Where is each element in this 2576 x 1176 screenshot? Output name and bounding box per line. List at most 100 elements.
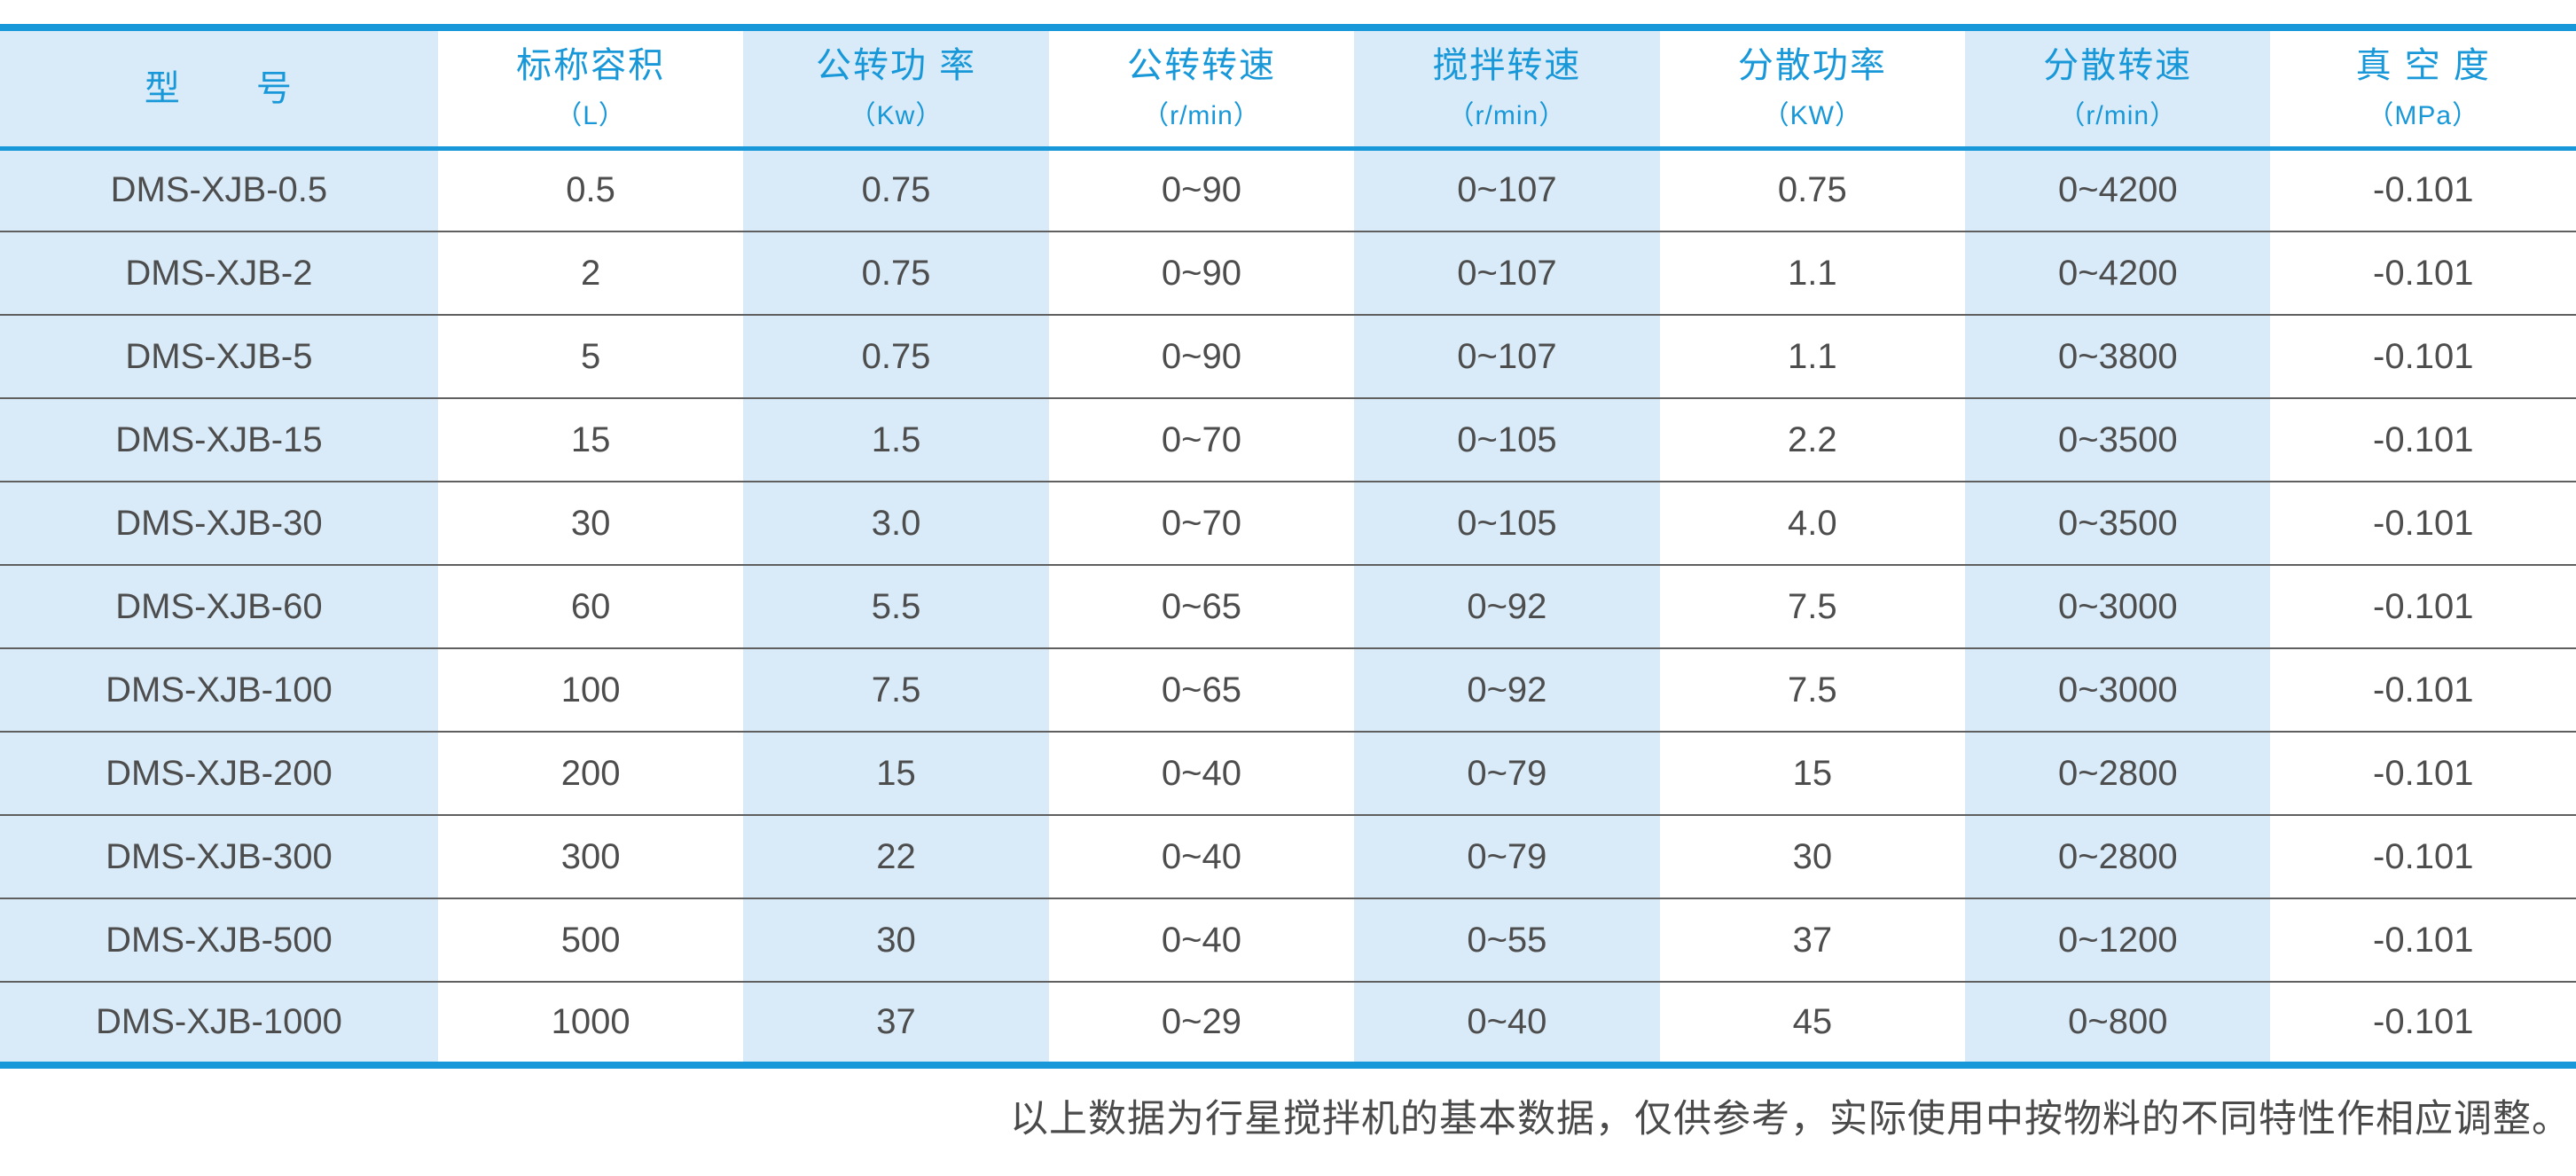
value-cell: 200 (437, 731, 744, 815)
header-row: 型 号 标称容积 （L） 公转功 率 （Kw） 公转转速 （r/min） 搅拌转速 （r/min… (0, 27, 2576, 151)
column-header-2: 公转功 率 （Kw） (743, 27, 1049, 151)
value-cell: 0~90 (1048, 314, 1355, 398)
value-cell: 30 (437, 481, 744, 565)
value-cell: 15 (437, 397, 744, 482)
value-cell: -0.101 (2270, 981, 2576, 1065)
value-cell: -0.101 (2270, 814, 2576, 898)
value-cell: 0~29 (1048, 981, 1355, 1065)
value-cell: 0~92 (1354, 647, 1660, 732)
column-header-unit: （r/min） (1447, 100, 1567, 130)
value-cell: 0~3000 (1965, 564, 2271, 648)
model-cell: DMS-XJB-300 (0, 814, 438, 898)
table-row: DMS-XJB-2 2 0.75 0~90 0~107 1.1 0~4200 -0.101 (0, 231, 2576, 315)
value-cell: 60 (437, 564, 744, 648)
model-cell: DMS-XJB-5 (0, 314, 438, 398)
column-header-6: 分散转速 （r/min） (1965, 27, 2271, 151)
value-cell: -0.101 (2373, 170, 2474, 210)
value-cell: 0.75 (743, 231, 1049, 315)
value-cell: -0.101 (2270, 731, 2576, 815)
page: 型 号 标称容积 （L） 公转功 率 （Kw） 公转转速 （r/min） 搅拌转速 （r/min… (0, 24, 2576, 1176)
value-cell: -0.101 (2270, 314, 2576, 398)
value-cell: 5.5 (743, 564, 1049, 648)
value-cell: 0~4200 (1965, 231, 2271, 315)
value-cell: 7.5 (743, 647, 1049, 732)
model-cell: DMS-XJB-500 (0, 898, 438, 982)
column-header-unit: （MPa） (2367, 100, 2480, 130)
value-cell: -0.101 (2270, 397, 2576, 482)
value-cell: -0.101 (2270, 231, 2576, 315)
column-header-unit: （L） (555, 100, 626, 130)
model-cell: DMS-XJB-1000 (0, 981, 438, 1065)
value-cell: 45 (1659, 981, 1966, 1065)
value-cell: 2 (437, 231, 744, 315)
model-cell: DMS-XJB-100 (0, 647, 438, 732)
value-cell: -0.101 (2270, 647, 2576, 732)
value-cell: 0~3800 (1965, 314, 2271, 398)
column-header-4: 搅拌转速 （r/min） (1354, 27, 1660, 151)
value-cell: 0~107 (1354, 314, 1660, 398)
model-cell: DMS-XJB-2 (0, 231, 438, 315)
value-cell: 0~65 (1048, 564, 1355, 648)
table-row: DMS-XJB-0.5 0.5 0.75 0~90 0~107 0.75 0~4200 -0.… (0, 148, 2576, 231)
value-cell: 3.0 (743, 481, 1049, 565)
column-header-label: 公转转速 (1126, 45, 1276, 85)
column-header-label: 搅拌转速 (1432, 45, 1582, 85)
table-row: DMS-XJB-1000 1000 37 0~29 0~40 45 0~800 -0.101 (0, 981, 2576, 1065)
value-cell: 0~55 (1354, 898, 1660, 982)
value-cell: 0~1200 (1965, 898, 2271, 982)
table-row: DMS-XJB-200 200 15 0~40 0~79 15 0~2800 -0.101 (0, 731, 2576, 815)
table-row: DMS-XJB-60 60 5.5 0~65 0~92 7.5 0~3000 -0.101 (0, 564, 2576, 648)
value-cell: 0~2800 (1965, 814, 2271, 898)
value-cell: 30 (1659, 814, 1966, 898)
value-cell: 0.75 (861, 170, 931, 210)
value-cell: 300 (437, 814, 744, 898)
column-header-0: 型 号 (0, 27, 438, 151)
value-cell: 0~40 (1354, 981, 1660, 1065)
column-header-unit: （r/min） (2058, 100, 2178, 130)
value-cell: 0.75 (743, 314, 1049, 398)
value-cell: 0~90 (1161, 170, 1241, 210)
model-cell: DMS-XJB-200 (0, 731, 438, 815)
value-cell: 7.5 (1659, 564, 1966, 648)
value-cell: 500 (437, 898, 744, 982)
column-header-label: 型 号 (144, 68, 294, 108)
value-cell: 5 (437, 314, 744, 398)
value-cell: 37 (743, 981, 1049, 1065)
table-body: DMS-XJB-0.5 0.5 0.75 0~90 0~107 0.75 0~4200 -0.… (0, 148, 2576, 1065)
model-cell: DMS-XJB-0.5 (110, 170, 328, 210)
value-cell: 0~105 (1354, 481, 1660, 565)
table-row: DMS-XJB-5 5 0.75 0~90 0~107 1.1 0~3800 -0.101 (0, 314, 2576, 398)
value-cell: 0~40 (1048, 814, 1355, 898)
value-cell: 30 (743, 898, 1049, 982)
model-cell: DMS-XJB-60 (0, 564, 438, 648)
value-cell: 0~40 (1048, 898, 1355, 982)
value-cell: 0~3500 (1965, 481, 2271, 565)
column-header-7: 真 空 度 （MPa） (2270, 27, 2576, 151)
value-cell: 15 (1659, 731, 1966, 815)
column-header-3: 公转转速 （r/min） (1048, 27, 1355, 151)
value-cell: -0.101 (2270, 564, 2576, 648)
table-header: 型 号 标称容积 （L） 公转功 率 （Kw） 公转转速 （r/min） 搅拌转速 （r/min… (0, 27, 2576, 151)
value-cell: 0~70 (1048, 397, 1355, 482)
column-header-unit: （r/min） (1142, 100, 1261, 130)
value-cell: 0~105 (1354, 397, 1660, 482)
value-cell: 15 (743, 731, 1049, 815)
value-cell: 0.75 (1777, 170, 1847, 210)
column-header-label: 分散转速 (2043, 45, 2193, 85)
column-header-label: 公转功 率 (815, 45, 977, 85)
value-cell: -0.101 (2270, 481, 2576, 565)
spec-table: 型 号 标称容积 （L） 公转功 率 （Kw） 公转转速 （r/min） 搅拌转速 （r/min… (0, 24, 2576, 1069)
value-cell: 0~79 (1354, 814, 1660, 898)
value-cell: 0~79 (1354, 731, 1660, 815)
table-row: DMS-XJB-30 30 3.0 0~70 0~105 4.0 0~3500 -0.101 (0, 481, 2576, 565)
value-cell: 0~3500 (1965, 397, 2271, 482)
value-cell: 0~800 (1965, 981, 2271, 1065)
value-cell: 0~70 (1048, 481, 1355, 565)
value-cell: 1.5 (743, 397, 1049, 482)
column-header-label: 标称容积 (516, 45, 666, 85)
table-row: DMS-XJB-15 15 1.5 0~70 0~105 2.2 0~3500 -0.101 (0, 397, 2576, 482)
value-cell: 0~40 (1048, 731, 1355, 815)
value-cell: 0~90 (1048, 231, 1355, 315)
value-cell: 0~3000 (1965, 647, 2271, 732)
value-cell: 1.1 (1659, 231, 1966, 315)
